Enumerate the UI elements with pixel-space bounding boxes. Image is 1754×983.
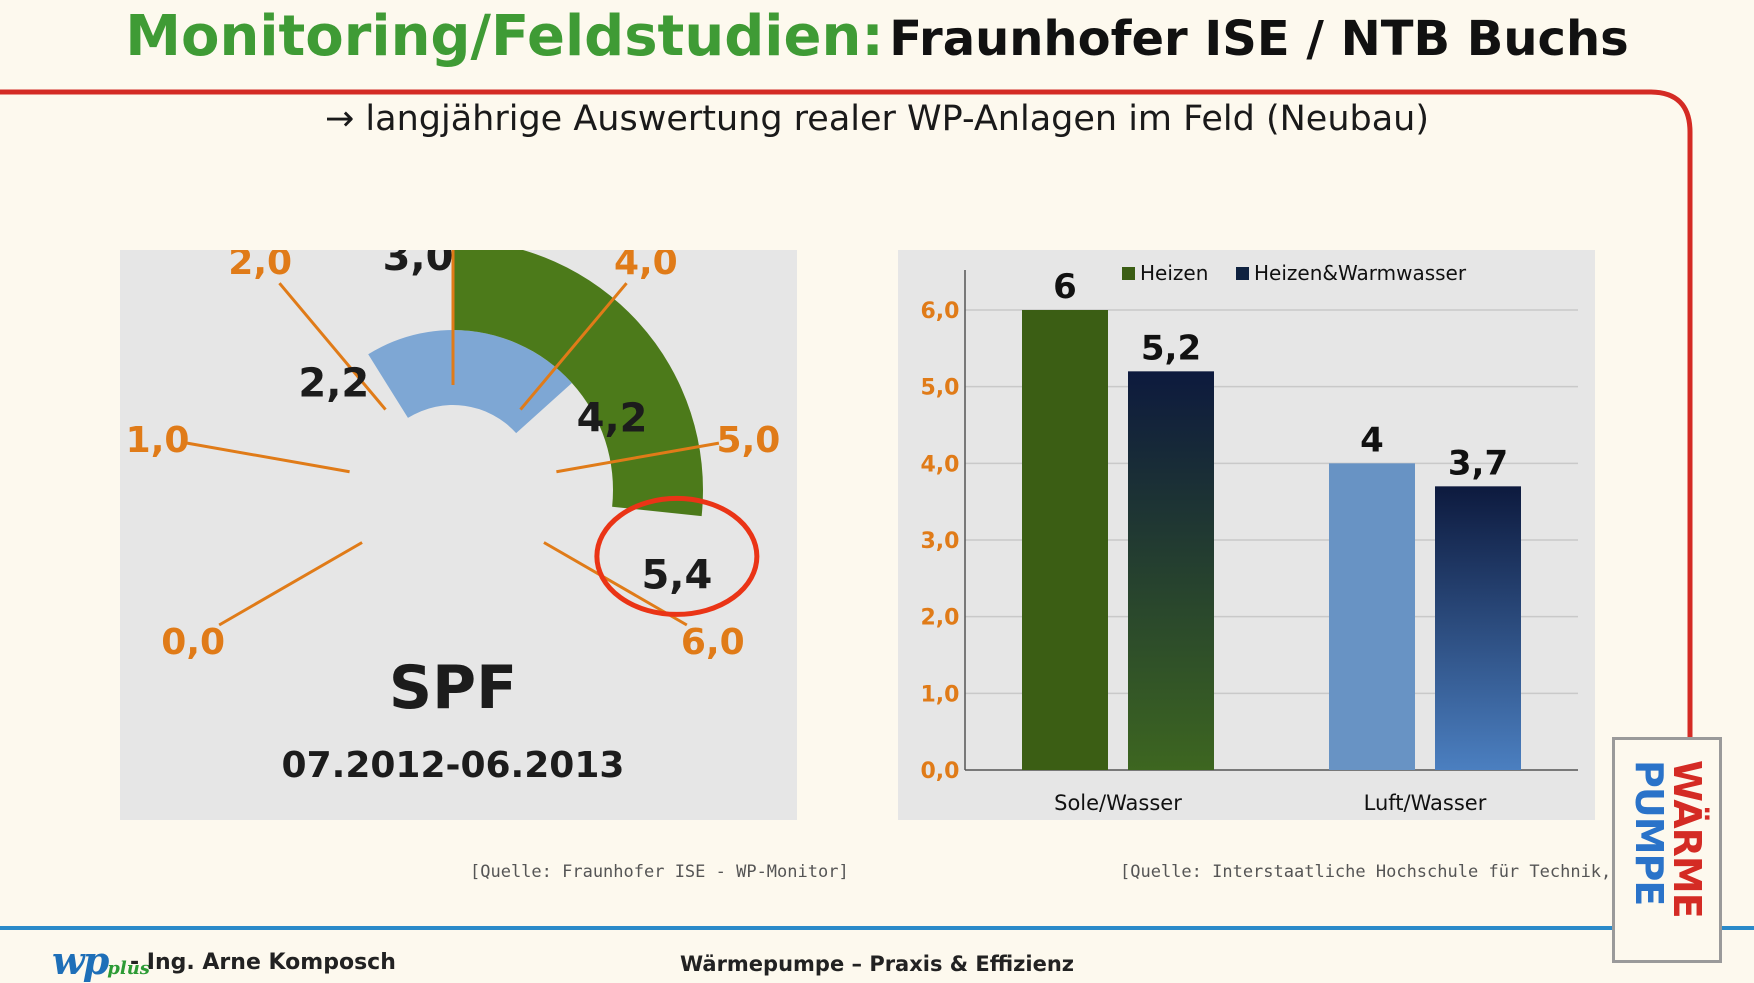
gauge-blue-end-label: 4,2 bbox=[577, 395, 648, 441]
footer-divider bbox=[0, 926, 1754, 930]
author-name: - Ing. Arne Komposch bbox=[130, 950, 396, 975]
jaz-bar-chart: 0,0 1,0 2,0 3,0 4,0 5,0 6,0 Sole/Wasser 6 5,2 Luft… bbox=[921, 261, 1578, 815]
brand-logo-box bbox=[1612, 737, 1722, 963]
gauge-scale-tick bbox=[556, 441, 720, 474]
gauge-scale-label: 0,0 bbox=[161, 622, 225, 663]
title-black: Fraunhofer ISE / NTB Buchs bbox=[889, 11, 1629, 67]
gauge-scale-tick bbox=[186, 441, 350, 474]
gauge-scale-tick bbox=[519, 282, 628, 411]
title-green: Monitoring/Feldstudien: bbox=[125, 4, 884, 69]
gauge-scale-label: 6,0 bbox=[681, 622, 745, 663]
gauge-scale-tick bbox=[218, 541, 363, 627]
bar-1-0 bbox=[1128, 371, 1214, 770]
logo-plus: plus bbox=[107, 958, 150, 979]
gauge-scale-label: 2,0 bbox=[228, 250, 292, 283]
bar-data-label: 3,7 bbox=[1448, 443, 1508, 483]
gauge-band-green bbox=[453, 240, 703, 517]
gauge-blue-start-label: 2,2 bbox=[298, 360, 369, 406]
bar-ytick-label: 6,0 bbox=[921, 299, 960, 324]
gauge-highlight-circle bbox=[594, 495, 760, 617]
bar-chart-panel: 0,0 1,0 2,0 3,0 4,0 5,0 6,0 Sole/Wasser 6 5,2 Luft… bbox=[898, 250, 1595, 820]
legend-swatch bbox=[1122, 267, 1135, 280]
bar-category-label: Luft/Wasser bbox=[1364, 791, 1487, 815]
slide-title: Monitoring/Feldstudien: Fraunhofer ISE /… bbox=[0, 4, 1754, 69]
brand-word-2: PUMPE bbox=[1627, 760, 1671, 906]
slide-subtitle: → langjährige Auswertung realer WP-Anlag… bbox=[324, 99, 1430, 139]
logo-main: wp bbox=[52, 938, 109, 983]
bar-data-label: 5,2 bbox=[1141, 328, 1201, 368]
brand-logo-text: WÄRME PUMPE bbox=[1622, 760, 1709, 930]
bar-0-0 bbox=[1022, 310, 1108, 770]
gauge-scale-label: 5,0 bbox=[717, 420, 781, 461]
legend-entry: Heizen bbox=[1140, 261, 1208, 285]
brand-word-1: WÄRME bbox=[1665, 760, 1709, 918]
wp-plus-logo: wpplus bbox=[52, 938, 150, 983]
gauge-scale-label: 4,0 bbox=[614, 250, 678, 283]
footer-title: Wärmepumpe – Praxis & Effizienz bbox=[679, 952, 1075, 976]
gauge-chart-panel: 0,01,02,03,04,05,06,03,02,24,25,4SPF07.2… bbox=[120, 172, 797, 820]
gauge-highlight-value: 5,4 bbox=[641, 552, 712, 598]
gauge-source-note: [Quelle: Fraunhofer ISE - WP-Monitor] bbox=[470, 862, 849, 882]
bar-ytick-label: 5,0 bbox=[921, 376, 960, 401]
bar-category-label: Sole/Wasser bbox=[1054, 791, 1182, 815]
gauge-period: 07.2012-06.2013 bbox=[282, 745, 625, 786]
legend-entry: Heizen&Warmwasser bbox=[1254, 261, 1467, 285]
gauge-scale-label: 1,0 bbox=[126, 420, 190, 461]
bar-ytick-label: 3,0 bbox=[921, 529, 960, 554]
gauge-scale-tick bbox=[278, 282, 387, 411]
bar-0-1 bbox=[1329, 463, 1415, 770]
bar-ytick-label: 4,0 bbox=[921, 452, 960, 477]
bar-data-label: 6 bbox=[1053, 267, 1077, 307]
gauge-green-start-label: 3,0 bbox=[383, 250, 454, 280]
bar-source-note: [Quelle: Interstaatliche Hochschule für … bbox=[1120, 862, 1683, 882]
bar-1-1 bbox=[1435, 486, 1521, 770]
spf-gauge: 0,01,02,03,04,05,06,03,02,24,25,4SPF07.2… bbox=[126, 172, 781, 786]
bar-data-label: 4 bbox=[1360, 420, 1384, 460]
legend-swatch bbox=[1236, 267, 1249, 280]
bar-ytick-label: 2,0 bbox=[921, 606, 960, 631]
bar-ytick-label: 1,0 bbox=[921, 682, 960, 707]
gauge-title: SPF bbox=[389, 653, 517, 723]
bar-ytick-label: 0,0 bbox=[921, 759, 960, 784]
